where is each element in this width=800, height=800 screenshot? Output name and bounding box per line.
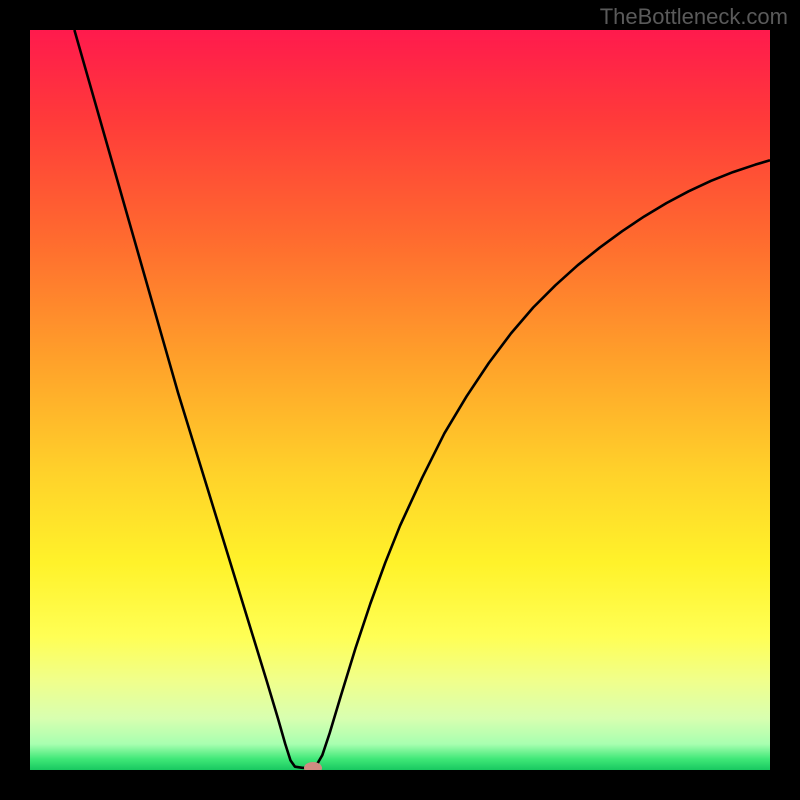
bottleneck-curve (30, 30, 770, 770)
watermark-text: TheBottleneck.com (600, 4, 788, 30)
chart-root: { "watermark": { "text": "TheBottleneck.… (0, 0, 800, 800)
optimal-point-marker (304, 762, 322, 770)
plot-area (30, 30, 770, 770)
